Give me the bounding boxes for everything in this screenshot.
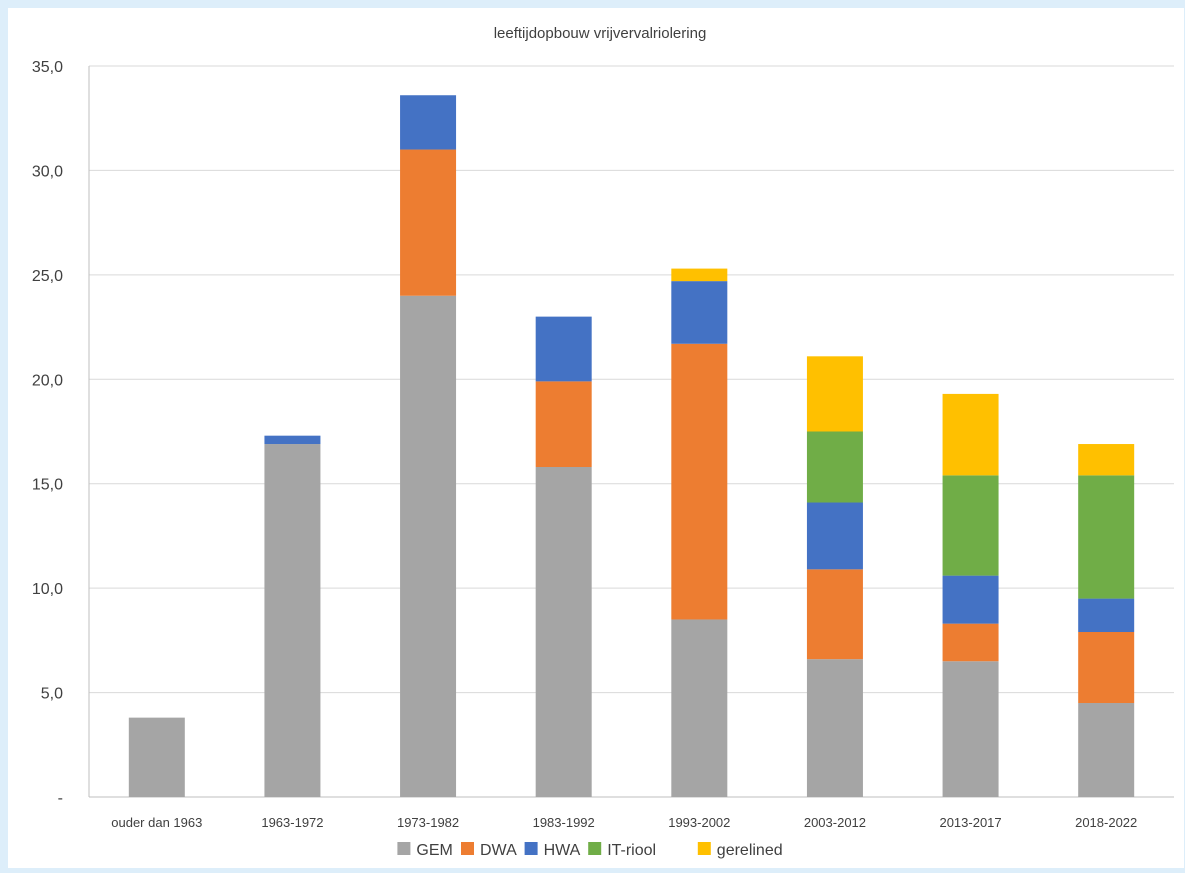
bar-segment-hwa xyxy=(942,575,999,624)
x-axis-ticks: ouder dan 1963 1963-1972 1973-1982 1983-199… xyxy=(111,815,1137,830)
legend-label: DWA xyxy=(480,842,517,859)
bar-segment-gem xyxy=(400,295,457,797)
y-axis-ticks: - 5,0 10,0 15,0 20,0 25,0 30,0 35,0 xyxy=(32,59,63,807)
bar-segment-it-riool xyxy=(806,431,863,503)
bar-segment-gem xyxy=(671,619,728,797)
bar-segment-gerelined xyxy=(1078,444,1135,476)
bar-segment-dwa xyxy=(671,343,728,620)
bar-segment-gem xyxy=(1078,703,1135,797)
legend-label: gerelined xyxy=(717,842,783,859)
legend-label: HWA xyxy=(544,842,581,859)
legend: GEM DWA HWA IT-riool gerelined xyxy=(397,842,783,859)
y-tick-label: 30,0 xyxy=(32,163,63,180)
legend-swatch xyxy=(588,842,602,855)
bar-segment-hwa xyxy=(264,435,321,445)
legend-item: GEM xyxy=(397,842,453,859)
bar-segment-hwa xyxy=(671,281,728,344)
bar-segment-gem xyxy=(128,717,185,797)
bar-segment-hwa xyxy=(400,95,457,150)
chart-frame: leeftijdopbouw vrijvervalriolering - 5,0 1… xyxy=(8,8,1184,868)
stacked-bar-chart: leeftijdopbouw vrijvervalriolering - 5,0 1… xyxy=(32,25,1174,859)
chart-title: leeftijdopbouw vrijvervalriolering xyxy=(494,25,707,42)
legend-item: DWA xyxy=(461,842,517,859)
bars xyxy=(128,95,1135,797)
bar-segment-dwa xyxy=(942,623,999,662)
y-tick-label: 5,0 xyxy=(41,686,63,703)
x-tick-label: 2013-2017 xyxy=(939,815,1001,830)
bar-segment-gerelined xyxy=(942,393,999,476)
bar-segment-dwa xyxy=(1078,632,1135,704)
legend-item: HWA xyxy=(524,842,581,859)
y-tick-label: 25,0 xyxy=(32,268,63,285)
y-tick-label: 35,0 xyxy=(32,59,63,76)
x-tick-label: 2003-2012 xyxy=(804,815,866,830)
legend-item: gerelined xyxy=(697,842,783,859)
x-tick-label: 1983-1992 xyxy=(533,815,595,830)
x-tick-label: 1963-1972 xyxy=(261,815,323,830)
legend-label: IT-riool xyxy=(607,842,656,859)
x-tick-label: 2018-2022 xyxy=(1075,815,1137,830)
bar-segment-hwa xyxy=(806,502,863,570)
bar-segment-gem xyxy=(535,467,592,797)
bar-segment-gem xyxy=(942,661,999,797)
legend-label: GEM xyxy=(416,842,452,859)
bar-segment-dwa xyxy=(806,569,863,660)
bar-segment-hwa xyxy=(535,316,592,382)
gridlines xyxy=(88,65,1174,798)
y-tick-label: - xyxy=(58,790,63,807)
bar-segment-it-riool xyxy=(1078,475,1135,599)
x-tick-label: 1993-2002 xyxy=(668,815,730,830)
bar-segment-gerelined xyxy=(671,268,728,282)
bar-segment-it-riool xyxy=(942,475,999,576)
bar-segment-dwa xyxy=(535,381,592,468)
legend-swatch xyxy=(397,842,411,855)
x-tick-label: ouder dan 1963 xyxy=(111,815,202,830)
bar-segment-gem xyxy=(806,659,863,797)
bar-segment-dwa xyxy=(400,149,457,296)
y-tick-label: 15,0 xyxy=(32,477,63,494)
x-tick-label: 1973-1982 xyxy=(397,815,459,830)
y-tick-label: 20,0 xyxy=(32,372,63,389)
bar-segment-gerelined xyxy=(806,356,863,432)
legend-swatch xyxy=(524,842,538,855)
bar-segment-hwa xyxy=(1078,598,1135,633)
legend-item: IT-riool xyxy=(588,842,656,859)
legend-swatch xyxy=(697,842,711,855)
legend-swatch xyxy=(461,842,474,855)
y-tick-label: 10,0 xyxy=(32,581,63,598)
bar-segment-gem xyxy=(264,444,321,797)
